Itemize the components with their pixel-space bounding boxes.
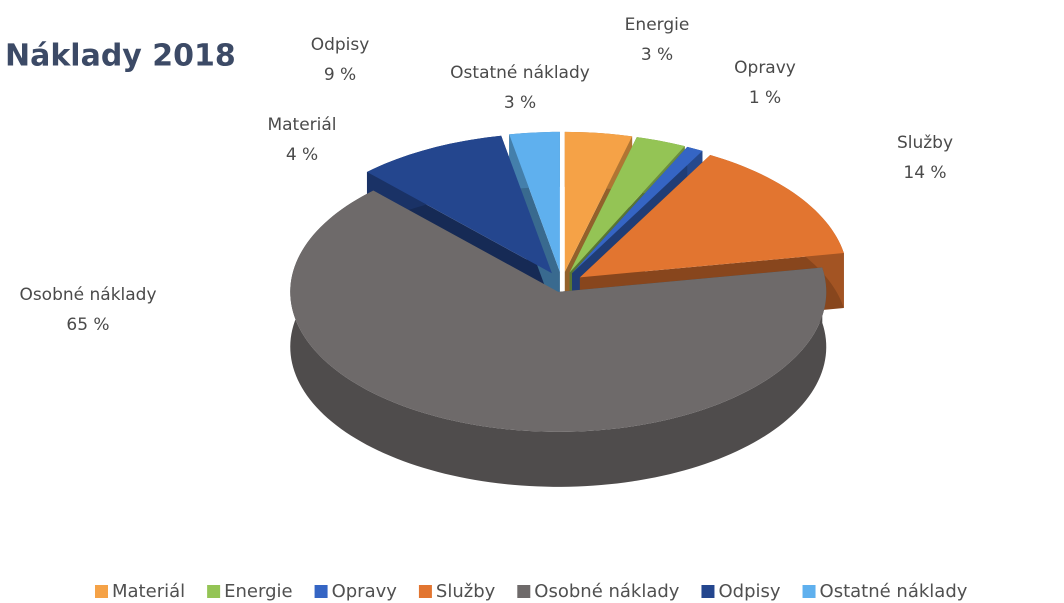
data-label-name: Ostatné náklady: [450, 63, 590, 83]
legend-label: Služby: [436, 581, 496, 602]
data-label-value: 65 %: [66, 315, 109, 335]
data-label-value: 3 %: [641, 45, 673, 65]
legend-label: Ostatné náklady: [820, 581, 968, 602]
chart-title: Náklady 2018: [5, 39, 236, 74]
data-label-name: Odpisy: [311, 35, 370, 55]
data-label-name: Osobné náklady: [19, 285, 156, 305]
data-label-name: Opravy: [734, 58, 796, 78]
pie-slice: [509, 131, 560, 272]
data-label-value: 3 %: [504, 93, 536, 113]
legend-label: Opravy: [332, 581, 398, 602]
legend-label: Osobné náklady: [534, 581, 680, 602]
pie-slice: [366, 135, 552, 274]
legend-swatch: [802, 585, 816, 598]
pie-slice: [290, 190, 827, 432]
data-label-name: Služby: [897, 133, 953, 153]
data-label-value: 9 %: [324, 65, 356, 85]
legend-label: Materiál: [112, 581, 185, 602]
legend-swatch: [207, 585, 221, 598]
legend-swatch: [701, 585, 715, 598]
legend-label: Energie: [224, 581, 292, 602]
legend-swatch: [517, 585, 531, 598]
pie-slice: [564, 131, 633, 272]
pie-slice: [579, 155, 844, 278]
legend-label: Odpisy: [718, 581, 780, 602]
data-label-name: Materiál: [267, 115, 336, 135]
legend-swatch: [95, 585, 108, 598]
pie-slice: [572, 146, 703, 274]
pie-slice: [569, 137, 685, 273]
data-label-value: 4 %: [286, 145, 318, 165]
legend-swatch: [418, 585, 432, 598]
legend-swatch: [314, 585, 328, 598]
pie-tops: [290, 131, 844, 432]
data-label-value: 1 %: [749, 88, 781, 108]
data-label-name: Energie: [625, 15, 690, 35]
data-label-value: 14 %: [903, 163, 946, 183]
